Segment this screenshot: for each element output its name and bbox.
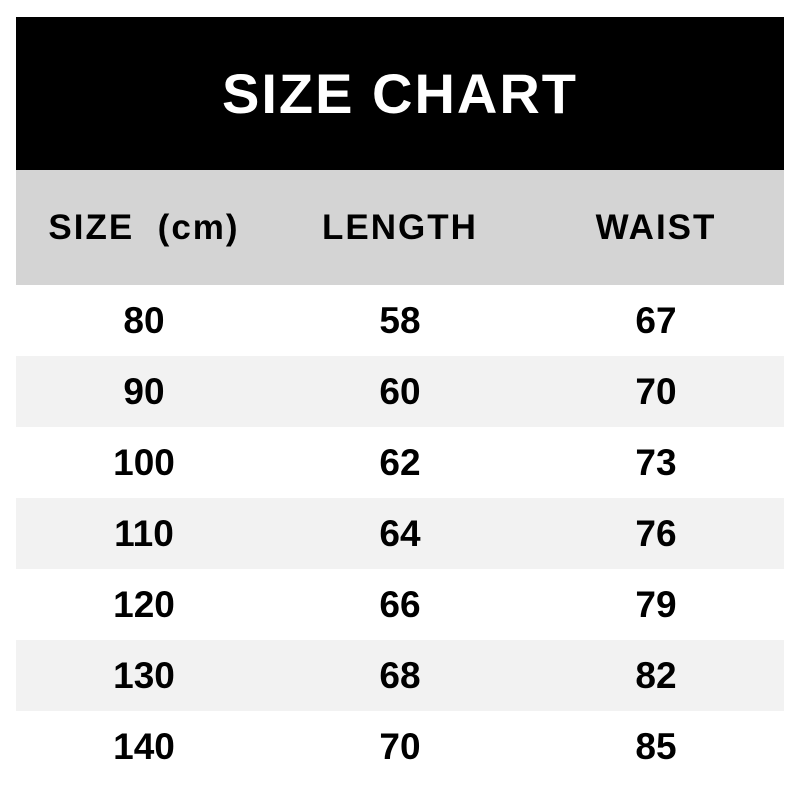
- column-header-size: SIZE (cm): [16, 170, 272, 285]
- table-row: 140 70 85: [16, 711, 784, 782]
- title-banner: SIZE CHART: [16, 17, 784, 170]
- waist-cell: 79: [635, 583, 677, 625]
- waist-cell: 67: [635, 299, 677, 341]
- table-row: 100 62 73: [16, 427, 784, 498]
- size-table-body: 80 58 67 90 60 70 100 62 73 110 64 76 12…: [16, 285, 784, 782]
- column-header-length: LENGTH: [272, 170, 528, 285]
- size-cell: 80: [123, 299, 165, 341]
- waist-cell: 82: [635, 654, 677, 696]
- waist-cell: 85: [635, 725, 677, 767]
- size-table: SIZE (cm) LENGTH WAIST 80 58 67 90 60 70…: [16, 170, 784, 782]
- table-row: 130 68 82: [16, 640, 784, 711]
- table-row: 80 58 67: [16, 285, 784, 356]
- length-cell: 68: [379, 654, 421, 696]
- length-cell: 60: [379, 370, 421, 412]
- size-cell: 140: [113, 725, 175, 767]
- length-cell: 64: [379, 512, 421, 554]
- table-row: 110 64 76: [16, 498, 784, 569]
- size-cell: 90: [123, 370, 165, 412]
- waist-cell: 73: [635, 441, 677, 483]
- size-cell: 130: [113, 654, 175, 696]
- length-cell: 58: [379, 299, 421, 341]
- page-title: SIZE CHART: [222, 61, 578, 125]
- length-cell: 66: [379, 583, 421, 625]
- waist-cell: 76: [635, 512, 677, 554]
- column-header-waist: WAIST: [528, 170, 784, 285]
- size-cell: 120: [113, 583, 175, 625]
- size-cell: 100: [113, 441, 175, 483]
- waist-cell: 70: [635, 370, 677, 412]
- size-table-head: SIZE (cm) LENGTH WAIST: [16, 170, 784, 285]
- size-cell: 110: [114, 512, 174, 554]
- length-cell: 70: [379, 725, 421, 767]
- table-row: 90 60 70: [16, 356, 784, 427]
- table-header-row: SIZE (cm) LENGTH WAIST: [16, 170, 784, 285]
- table-row: 120 66 79: [16, 569, 784, 640]
- length-cell: 62: [379, 441, 421, 483]
